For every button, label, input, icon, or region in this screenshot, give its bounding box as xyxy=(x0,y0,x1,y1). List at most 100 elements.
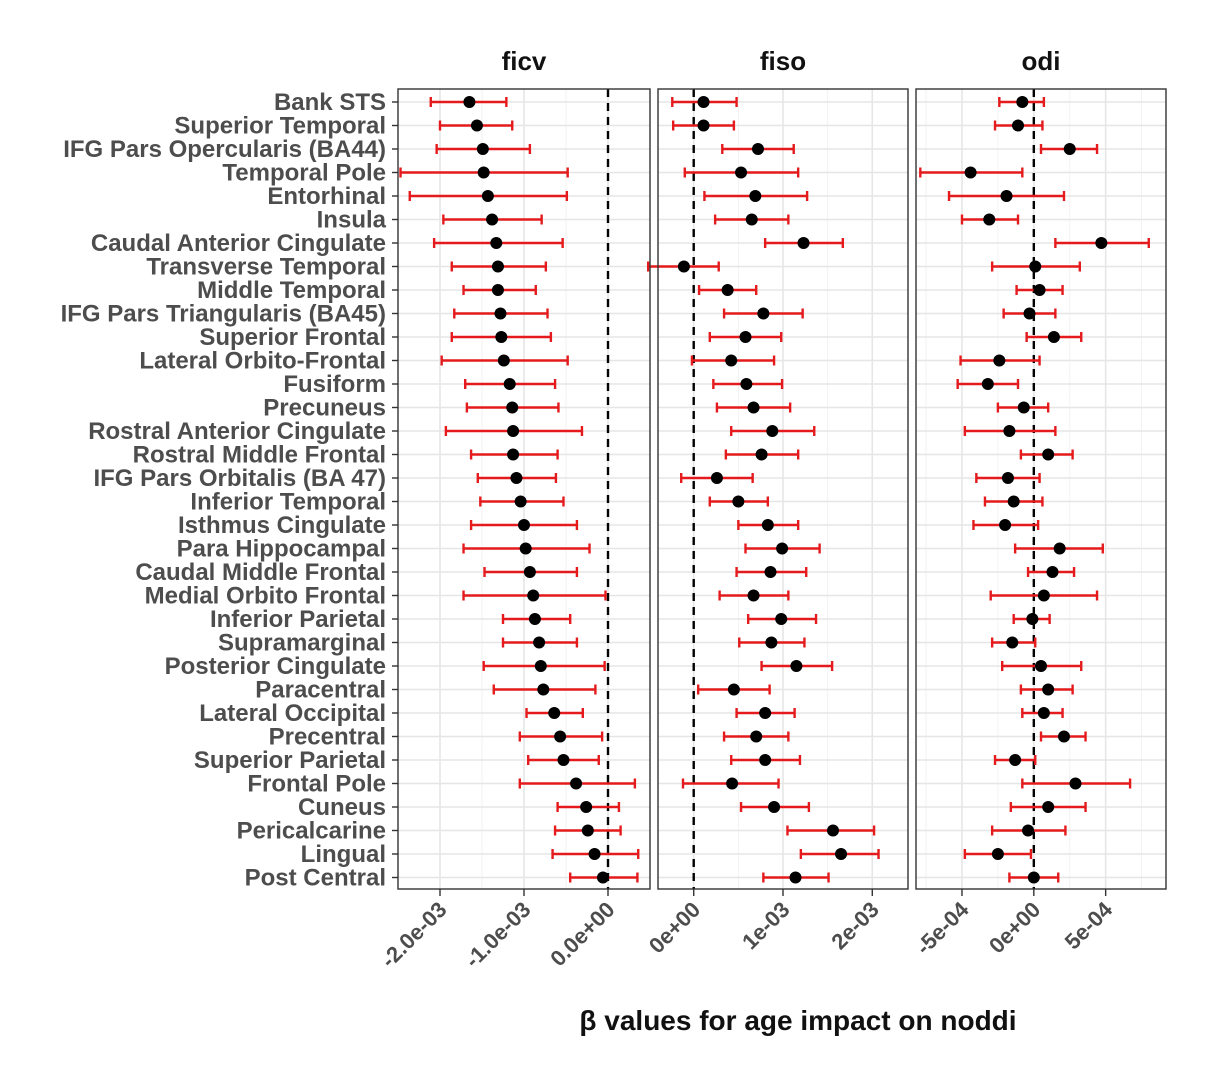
region-label: Precentral xyxy=(269,724,386,751)
point-estimate xyxy=(750,730,763,743)
estimate-ficv xyxy=(432,237,564,249)
point-estimate xyxy=(1023,307,1036,320)
estimate-ficv xyxy=(551,848,640,860)
x-axis-title: β values for age impact on noddi xyxy=(579,1005,1016,1036)
estimate-ficv xyxy=(518,730,604,743)
estimate-fiso xyxy=(799,848,880,860)
estimate-odi xyxy=(990,636,1037,649)
point-estimate xyxy=(506,401,519,414)
estimate-odi xyxy=(919,166,1024,179)
point-estimate xyxy=(835,848,848,860)
region-label: Superior Parietal xyxy=(194,747,386,774)
region-label: Frontal Pole xyxy=(247,771,386,798)
region-label: Bank STS xyxy=(274,89,386,116)
region-label: Isthmus Cingulate xyxy=(178,512,386,539)
estimate-ficv xyxy=(435,143,532,155)
point-estimate xyxy=(725,354,738,367)
estimate-fiso xyxy=(735,566,808,578)
region-label: Middle Temporal xyxy=(197,277,386,304)
estimate-ficv xyxy=(527,754,600,766)
frame-layer xyxy=(392,88,1167,896)
estimate-odi xyxy=(989,589,1099,602)
region-label: Medial Orbito Frontal xyxy=(145,583,386,610)
estimate-fiso xyxy=(730,754,802,766)
estimate-ficv xyxy=(450,331,553,343)
region-label: Entorhinal xyxy=(267,183,386,210)
point-estimate xyxy=(1046,566,1059,578)
estimate-fiso xyxy=(762,871,830,884)
region-label: Rostral Middle Frontal xyxy=(133,442,386,469)
point-estimate xyxy=(1047,331,1060,343)
region-label: Cuneus xyxy=(298,794,386,821)
point-estimate xyxy=(1037,589,1050,602)
point-estimate xyxy=(697,119,710,132)
point-estimate xyxy=(1009,754,1022,766)
region-label: Fusiform xyxy=(283,371,386,398)
point-estimate xyxy=(1026,613,1039,625)
facet-title-odi: odi xyxy=(1022,46,1061,76)
point-estimate xyxy=(510,472,523,484)
region-label: Supramarginal xyxy=(218,630,386,657)
estimate-odi xyxy=(1019,448,1074,461)
estimate-fiso xyxy=(697,284,758,296)
point-estimate xyxy=(999,519,1012,531)
point-estimate xyxy=(991,848,1004,860)
region-label: Inferior Parietal xyxy=(210,606,386,633)
region-label: Insula xyxy=(317,207,387,234)
estimate-fiso xyxy=(722,730,790,743)
point-estimate xyxy=(697,96,710,108)
point-estimate xyxy=(519,542,532,555)
point-estimate xyxy=(759,707,772,719)
point-estimate xyxy=(981,378,994,390)
region-label: Lateral Orbito-Frontal xyxy=(139,348,386,375)
estimate-fiso xyxy=(683,166,800,179)
estimate-fiso xyxy=(718,589,790,602)
estimate-odi xyxy=(1026,566,1076,578)
point-estimate xyxy=(1042,801,1055,813)
point-estimate xyxy=(554,730,567,743)
point-estimate xyxy=(491,260,504,273)
estimate-odi xyxy=(1039,730,1087,743)
region-label: Post Central xyxy=(245,865,386,892)
point-estimate xyxy=(476,143,489,155)
point-estimate xyxy=(486,213,499,226)
point-estimate xyxy=(570,777,583,790)
x-tick-label: 1e-03 xyxy=(737,897,794,954)
region-label: Precuneus xyxy=(263,395,386,422)
estimate-fiso xyxy=(737,519,800,531)
estimate-fiso xyxy=(708,331,783,343)
estimate-odi xyxy=(983,495,1044,508)
region-label: Temporal Pole xyxy=(222,160,386,187)
estimate-fiso xyxy=(722,307,804,320)
region-label: Lateral Occipital xyxy=(199,700,386,727)
x-tick-label: -5e-04 xyxy=(911,896,974,959)
estimate-odi xyxy=(963,848,1033,860)
estimate-odi xyxy=(1019,683,1074,696)
point-estimate xyxy=(470,119,483,132)
estimate-ficv xyxy=(440,354,569,367)
point-estimate xyxy=(1000,190,1013,202)
point-estimate xyxy=(1053,542,1066,555)
x-tick-label: -2.0e-03 xyxy=(376,897,452,973)
estimate-odi xyxy=(1012,613,1051,625)
estimate-ficv xyxy=(483,566,579,578)
estimate-odi xyxy=(996,401,1050,414)
point-estimate xyxy=(1095,237,1108,249)
estimate-odi xyxy=(959,354,1041,367)
panel-border-odi xyxy=(915,88,1167,890)
point-estimate xyxy=(749,190,762,202)
estimate-ficv xyxy=(476,472,558,484)
estimate-fiso xyxy=(680,472,754,484)
estimate-ficv xyxy=(501,636,579,649)
x-tick-label: 0e+00 xyxy=(644,897,705,958)
estimate-fiso xyxy=(703,190,809,202)
point-estimate xyxy=(732,495,745,508)
point-estimate xyxy=(497,354,510,367)
x-tick-label: -1.0e-03 xyxy=(460,897,536,973)
estimate-ficv xyxy=(469,448,559,461)
point-estimate xyxy=(527,589,540,602)
estimate-fiso xyxy=(708,495,770,508)
point-estimate xyxy=(1022,824,1035,837)
point-estimate xyxy=(677,260,690,273)
